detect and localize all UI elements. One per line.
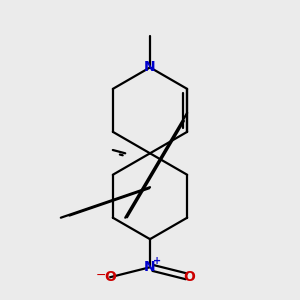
Text: O: O bbox=[104, 270, 116, 284]
Text: N: N bbox=[144, 60, 156, 74]
Text: N: N bbox=[144, 260, 156, 274]
Text: −: − bbox=[96, 269, 106, 282]
Text: O: O bbox=[184, 270, 196, 284]
Text: +: + bbox=[153, 256, 161, 266]
